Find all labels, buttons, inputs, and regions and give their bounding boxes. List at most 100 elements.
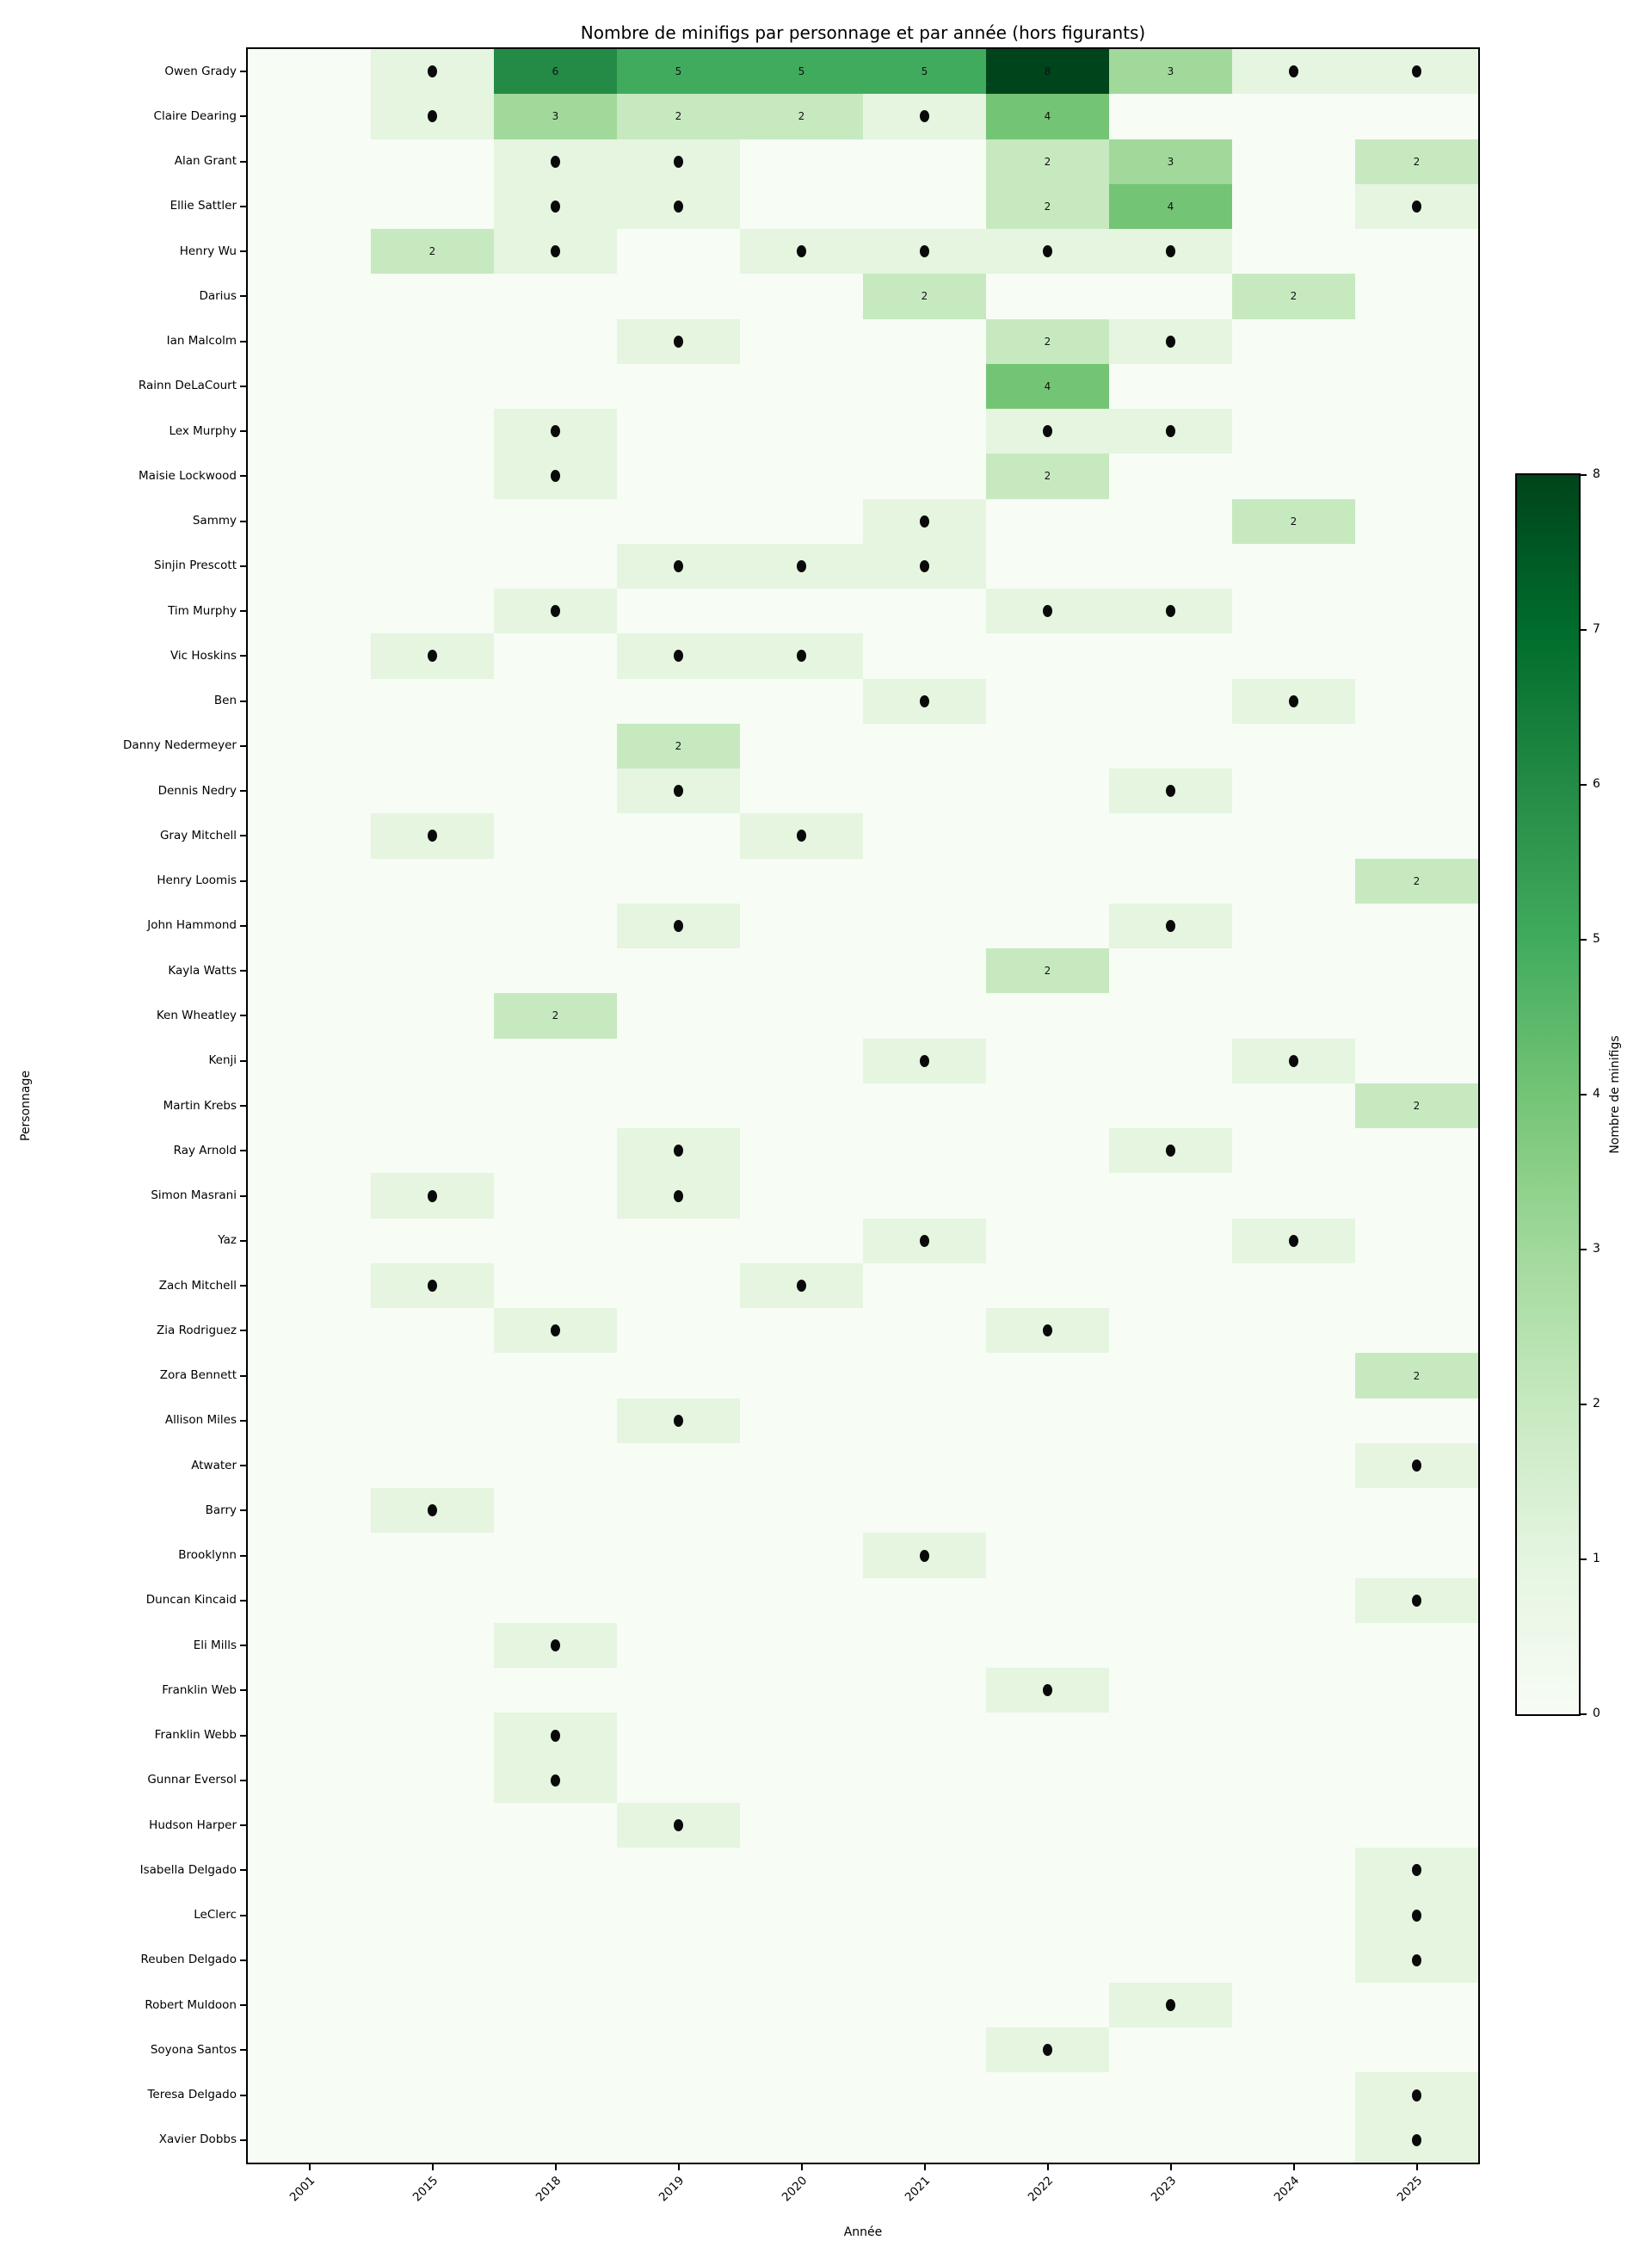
- heatmap-cell: [494, 139, 617, 184]
- heatmap-cell: [1355, 1937, 1478, 1983]
- value-dot-icon: [674, 200, 683, 213]
- value-dot-icon: [674, 650, 683, 663]
- value-dot-icon: [674, 919, 683, 932]
- heatmap-cell: [863, 229, 986, 275]
- value-dot-icon: [1412, 2089, 1421, 2101]
- x-tick-label: 2018: [533, 2174, 564, 2205]
- y-tick-mark: [240, 2094, 246, 2096]
- heatmap-cell: [371, 1488, 494, 1534]
- heatmap-cell: 5: [863, 49, 986, 95]
- heatmap-cell: [863, 678, 986, 724]
- value-dot-icon: [551, 605, 560, 618]
- value-dot-icon: [551, 1774, 560, 1787]
- y-tick-mark: [240, 1374, 246, 1377]
- colorbar-tick-label: 2: [1593, 1397, 1600, 1410]
- x-tick-mark: [1415, 2164, 1418, 2170]
- x-tick-label: 2025: [1394, 2174, 1425, 2205]
- cell-value: 2: [552, 1009, 559, 1022]
- heatmap-cell: 2: [617, 723, 740, 769]
- heatmap-cell: 2: [494, 993, 617, 1039]
- value-dot-icon: [1412, 65, 1421, 78]
- y-tick-label: Isabella Delgado: [139, 1862, 237, 1877]
- y-tick-label: Ian Malcolm: [166, 334, 237, 349]
- y-tick-mark: [240, 970, 246, 972]
- colorbar: [1517, 475, 1579, 1714]
- heatmap-cell: [617, 1802, 740, 1848]
- cell-value: 2: [1044, 335, 1051, 348]
- y-tick-mark: [240, 1419, 246, 1422]
- y-tick-label: John Hammond: [147, 918, 237, 933]
- heatmap-cell: [494, 1713, 617, 1758]
- y-tick-label: Henry Wu: [179, 244, 237, 258]
- heatmap-cell: [1109, 318, 1232, 364]
- value-dot-icon: [1043, 425, 1052, 438]
- colorbar-tick-label: 4: [1593, 1087, 1600, 1101]
- y-tick-label: Duncan Kincaid: [145, 1593, 237, 1608]
- heatmap-cell: [617, 543, 740, 589]
- heatmap-cell: [494, 1757, 617, 1803]
- heatmap-cell: [1109, 229, 1232, 275]
- heatmap-cell: 2: [986, 948, 1109, 994]
- value-dot-icon: [551, 1639, 560, 1652]
- y-tick-mark: [240, 1194, 246, 1197]
- cell-value: 4: [1044, 380, 1051, 392]
- x-tick-label: 2021: [902, 2174, 933, 2205]
- value-dot-icon: [674, 785, 683, 798]
- heatmap-cell: 3: [1109, 139, 1232, 184]
- y-tick-label: Kayla Watts: [168, 963, 237, 978]
- value-dot-icon: [551, 1729, 560, 1742]
- colorbar-tick-mark: [1581, 629, 1587, 631]
- value-dot-icon: [1412, 200, 1421, 213]
- y-tick-label: Rainn DeLaCourt: [138, 379, 237, 393]
- y-tick-label: Owen Grady: [164, 64, 237, 78]
- heatmap-cell: [494, 1308, 617, 1354]
- x-tick-mark: [1046, 2164, 1049, 2170]
- y-tick-mark: [240, 1779, 246, 1781]
- heatmap-cell: [1355, 1892, 1478, 1938]
- y-tick-mark: [240, 205, 246, 207]
- value-dot-icon: [428, 65, 437, 78]
- cell-value: 2: [1044, 155, 1051, 168]
- cell-value: 2: [675, 110, 682, 123]
- y-tick-mark: [240, 1645, 246, 1647]
- heatmap-cell: [740, 633, 863, 679]
- colorbar-tick-label: 1: [1593, 1552, 1600, 1565]
- heatmap-cell: 2: [986, 183, 1109, 230]
- value-dot-icon: [797, 1280, 806, 1293]
- heatmap-cell: [863, 1038, 986, 1083]
- colorbar-tick-label: 8: [1593, 467, 1600, 481]
- y-tick-mark: [240, 250, 246, 253]
- y-tick-mark: [240, 1689, 246, 1692]
- cell-value: 2: [1044, 200, 1051, 213]
- y-tick-mark: [240, 2004, 246, 2007]
- heatmap-cell: 2: [1232, 498, 1355, 544]
- cell-value: 4: [1167, 200, 1174, 213]
- heatmap-cell: [986, 1668, 1109, 1713]
- heatmap-cell: [494, 183, 617, 230]
- y-tick-mark: [240, 1734, 246, 1737]
- value-dot-icon: [1043, 605, 1052, 618]
- y-tick-label: Maisie Lockwood: [139, 468, 237, 483]
- x-tick-label: 2024: [1271, 2174, 1302, 2205]
- x-tick-mark: [554, 2164, 557, 2170]
- value-dot-icon: [1412, 1864, 1421, 1877]
- value-dot-icon: [1412, 2133, 1421, 2146]
- value-dot-icon: [1289, 65, 1298, 78]
- value-dot-icon: [551, 1324, 560, 1337]
- heatmap-cell: [1232, 1218, 1355, 1263]
- heatmap-cell: [1109, 768, 1232, 814]
- y-tick-mark: [240, 1150, 246, 1152]
- y-tick-label: Hudson Harper: [149, 1818, 237, 1832]
- y-tick-label: Eli Mills: [193, 1638, 237, 1652]
- x-tick-mark: [1292, 2164, 1295, 2170]
- y-tick-label: Darius: [199, 288, 237, 303]
- value-dot-icon: [674, 155, 683, 168]
- cell-value: 2: [1413, 874, 1421, 887]
- y-tick-mark: [240, 160, 246, 163]
- heatmap-cell: [1109, 1982, 1232, 2028]
- heatmap-cell: [1355, 183, 1478, 230]
- heatmap-cell: [1355, 2072, 1478, 2118]
- heatmap-cell: [494, 229, 617, 275]
- heatmap-cell: [371, 1173, 494, 1219]
- value-dot-icon: [428, 650, 437, 663]
